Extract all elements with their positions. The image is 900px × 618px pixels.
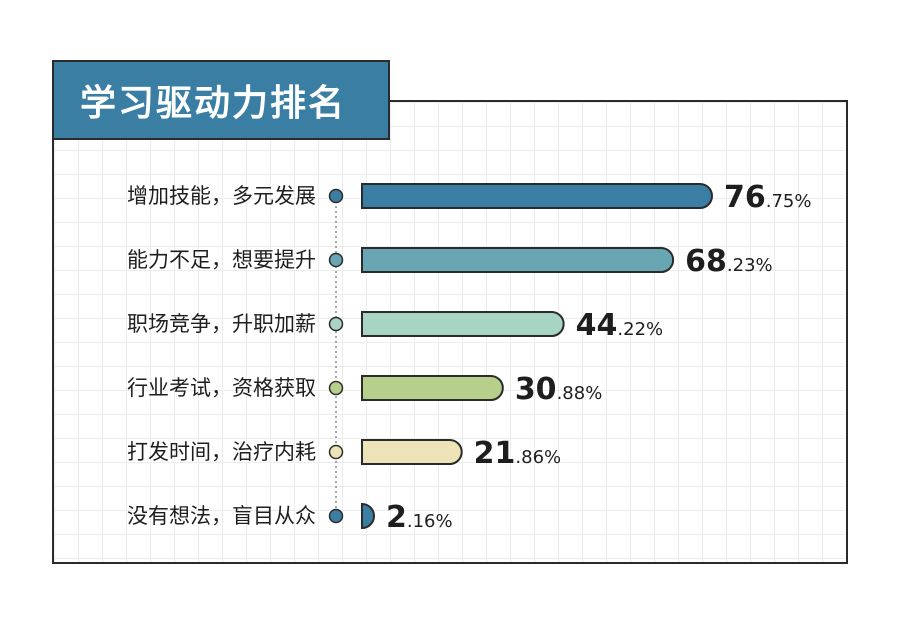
bar [361, 183, 713, 209]
marker-dot [328, 508, 344, 524]
value-label-integer: 76 [724, 180, 766, 215]
value-label: 76.75% [724, 180, 811, 215]
value-label: 30.88% [515, 372, 602, 407]
category-label: 能力不足，想要提升 [127, 248, 316, 272]
value-label-integer: 68 [685, 244, 727, 279]
value-label-integer: 44 [576, 308, 618, 343]
marker-dot [328, 444, 344, 460]
value-label: 21.86% [474, 436, 561, 471]
bars-layer: 增加技能，多元发展 76.75% 能力不足，想要提升 68.23% 职场竞争，升职加薪 4… [127, 180, 811, 535]
category-label: 增加技能，多元发展 [127, 184, 316, 208]
value-label-decimal: .22% [617, 319, 663, 340]
value-label-decimal: .75% [766, 191, 812, 212]
marker-dot [328, 252, 344, 268]
value-label-decimal: .23% [727, 255, 773, 276]
bar [361, 502, 375, 530]
chart-title: 学习驱动力排名 [80, 83, 347, 124]
value-label-integer: 30 [515, 372, 557, 407]
value-label: 44.22% [576, 308, 663, 343]
category-label: 行业考试，资格获取 [127, 376, 316, 400]
value-label: 68.23% [685, 244, 772, 279]
value-label-decimal: .86% [515, 447, 561, 468]
bar [361, 311, 565, 337]
bar [361, 247, 675, 273]
bar [361, 375, 504, 401]
value-label: 2.16% [386, 500, 453, 535]
value-label-integer: 21 [474, 436, 516, 471]
bar [361, 439, 463, 465]
value-label-decimal: .16% [407, 511, 453, 532]
category-label: 职场竞争，升职加薪 [127, 312, 316, 336]
value-label-decimal: .88% [557, 383, 603, 404]
chart-title-box: 学习驱动力排名 [52, 60, 390, 140]
value-label-integer: 2 [386, 500, 407, 535]
marker-dot [328, 316, 344, 332]
marker-dot [328, 380, 344, 396]
category-label: 没有想法，盲目从众 [127, 504, 316, 528]
category-label: 打发时间，治疗内耗 [127, 440, 316, 464]
marker-dot [328, 188, 344, 204]
